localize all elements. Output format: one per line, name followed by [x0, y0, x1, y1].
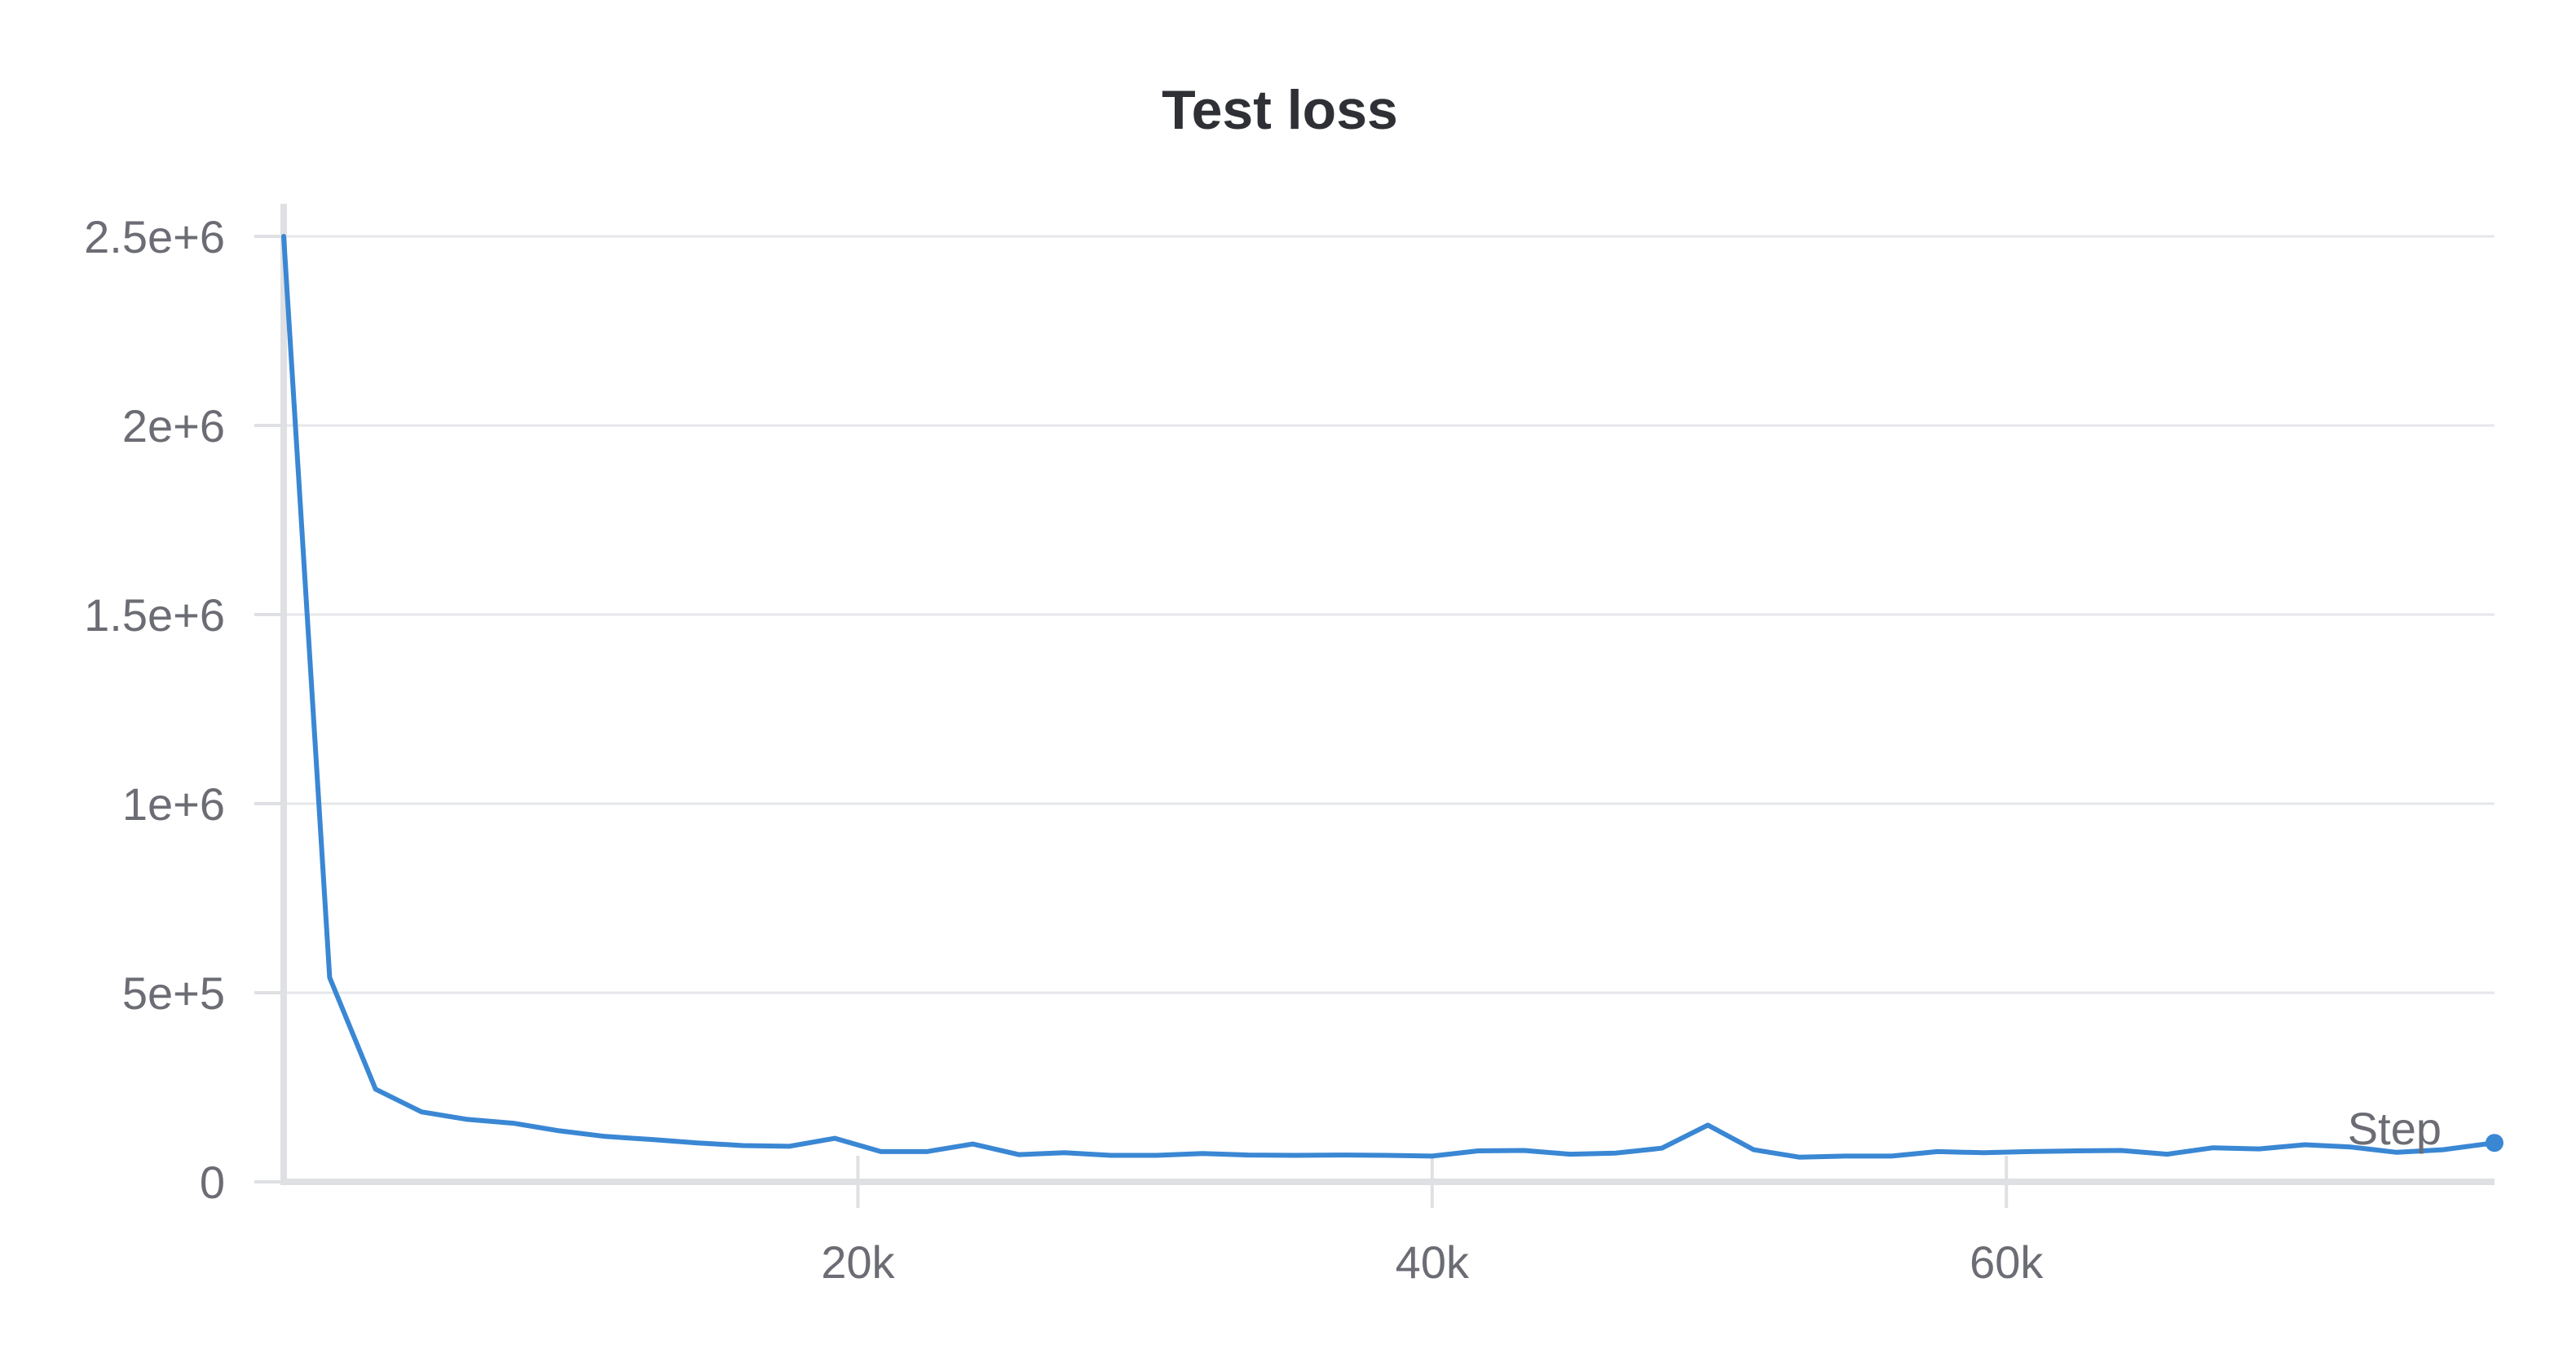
x-axis-label: Step — [2348, 1103, 2441, 1154]
y-tick-label: 5e+5 — [122, 967, 225, 1019]
x-tick-label: 40k — [1396, 1236, 1470, 1288]
x-tick-label: 60k — [1969, 1236, 2044, 1288]
series-line — [281, 234, 2497, 1160]
y-tick-label: 0 — [200, 1157, 225, 1208]
x-tick-label: 20k — [821, 1236, 895, 1288]
series-end-point[interactable] — [2486, 1134, 2503, 1152]
y-tick-label: 2e+6 — [122, 400, 225, 452]
y-tick-label: 1.5e+6 — [84, 589, 225, 641]
y-tick-labels: 0 5e+5 1e+6 1.5e+6 2e+6 2.5e+6 — [84, 211, 225, 1208]
x-tick-labels: 20k 40k 60k — [821, 1236, 2044, 1288]
axes — [254, 204, 2494, 1208]
chart-title: Test loss — [1162, 79, 1398, 141]
y-tick-label: 2.5e+6 — [84, 211, 225, 262]
series-layer — [281, 234, 2503, 1160]
grid-layer — [284, 235, 2494, 994]
y-tick-label: 1e+6 — [122, 778, 225, 830]
